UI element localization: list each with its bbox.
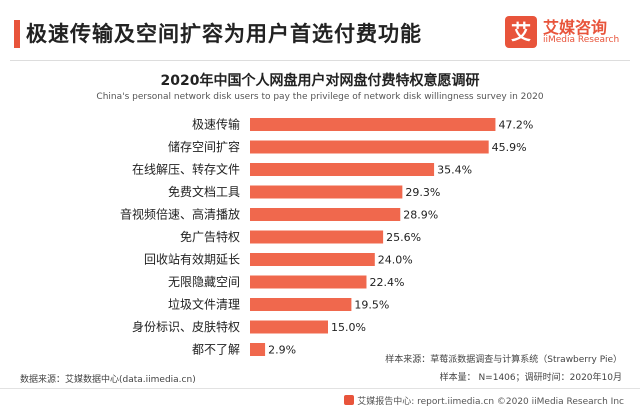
- bar: [250, 163, 435, 176]
- bar: [250, 253, 375, 266]
- value-label: 25.6%: [386, 231, 421, 244]
- footer-text: 艾媒报告中心: report.iimedia.cn ©2020 iiMedia …: [357, 397, 624, 407]
- category-label: 免广告特权: [180, 229, 240, 244]
- value-label: 35.4%: [437, 164, 472, 177]
- header-divider: [10, 60, 630, 61]
- footer-divider: [0, 388, 640, 389]
- bar: [250, 298, 352, 311]
- bar: [250, 140, 489, 154]
- iimedia-logo: 艾 艾媒咨询 iiMedia Research: [505, 14, 633, 54]
- sample-source-note: 样本来源：草莓派数据调查与计算系统（Strawberry Pie）: [385, 355, 622, 365]
- value-label: 22.4%: [369, 276, 404, 289]
- value-label: 24.0%: [378, 254, 413, 267]
- page-title: 极速传输及空间扩容为用户首选付费功能: [26, 22, 422, 46]
- logo-name-en: iiMedia Research: [543, 35, 620, 45]
- bar: [250, 208, 401, 221]
- bar: [250, 343, 266, 356]
- category-label: 储存空间扩容: [168, 139, 240, 154]
- value-label: 29.3%: [405, 186, 440, 199]
- footer-logo-icon: [344, 395, 355, 405]
- category-label: 都不了解: [192, 343, 240, 357]
- category-label: 无限隐藏空间: [168, 275, 240, 289]
- value-label: 15.0%: [331, 321, 366, 334]
- category-label: 垃圾文件清理: [168, 297, 240, 312]
- bar: [250, 185, 403, 199]
- data-source-note: 数据来源：艾媒数据中心(data.iimedia.cn): [20, 375, 196, 385]
- value-label: 45.9%: [492, 141, 527, 154]
- value-label: 28.9%: [403, 209, 438, 222]
- sample-size-note: 样本量： N=1406；调研时间：2020年10月: [439, 373, 622, 383]
- chart-title: 2020年中国个人网盘用户对网盘付费特权意愿调研: [160, 73, 480, 89]
- category-label: 身份标识、皮肤特权: [132, 319, 240, 334]
- category-label: 音视频倍速、高清播放: [120, 207, 240, 222]
- logo-name-cn: 艾媒咨询: [543, 18, 608, 37]
- bar: [250, 230, 384, 244]
- category-label: 免费文档工具: [168, 184, 240, 199]
- title-accent-bar: [14, 20, 20, 48]
- value-label: 19.5%: [354, 299, 389, 312]
- bar: [250, 118, 496, 131]
- category-label: 在线解压、转存文件: [132, 162, 240, 177]
- chart-subtitle: China's personal network disk users to p…: [96, 92, 544, 102]
- footer: 艾媒报告中心: report.iimedia.cn ©2020 iiMedia …: [344, 394, 624, 407]
- value-label: 2.9%: [268, 344, 296, 357]
- category-label: 极速传输: [192, 117, 240, 132]
- logo-icon: 艾: [505, 16, 537, 48]
- bar: [250, 275, 367, 289]
- bar-chart: 极速传输 47.2% 储存空间扩容 45.9% 在线解压、转存文件 35.4% 免费文档工具…: [120, 117, 533, 357]
- bar: [250, 320, 328, 334]
- value-label: 47.2%: [498, 119, 533, 132]
- category-label: 回收站有效期延长: [144, 252, 240, 267]
